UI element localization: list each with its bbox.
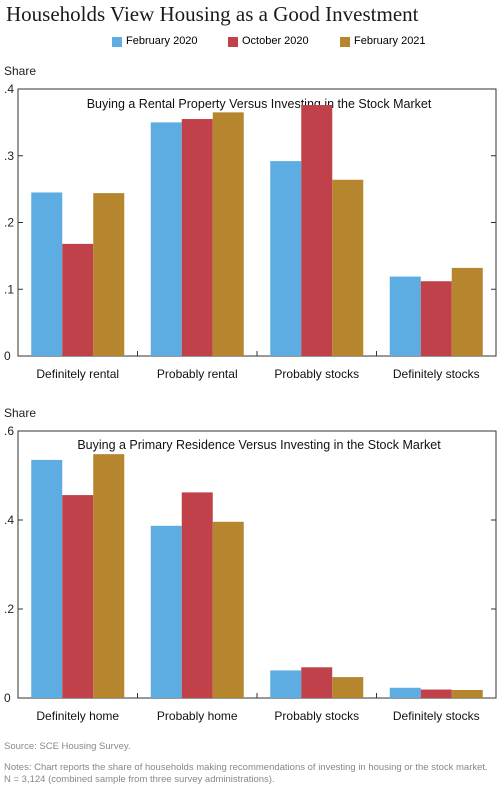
y-tick-label: .2 [4, 602, 14, 616]
bar [181, 119, 213, 356]
bar [181, 492, 213, 698]
legend-swatch [340, 37, 350, 47]
bar [389, 687, 421, 698]
bar [451, 267, 483, 356]
bar [31, 459, 63, 698]
bar [270, 670, 302, 698]
bar [451, 689, 483, 698]
source-note: Source: SCE Housing Survey. [4, 741, 131, 752]
y-tick-label: 0 [4, 691, 11, 705]
y-tick-label: .3 [4, 149, 14, 163]
y-tick-label: .4 [4, 82, 14, 96]
x-tick-label: Definitely stocks [393, 367, 480, 381]
y-tick-label: .2 [4, 216, 14, 230]
legend: February 2020 October 2020 February 2021 [0, 34, 500, 50]
bar [212, 112, 244, 356]
chart-title: Households View Housing as a Good Invest… [6, 2, 419, 26]
bar [301, 105, 333, 357]
y-axis-label-top: Share [4, 64, 37, 78]
bar [31, 192, 63, 356]
bar [389, 276, 421, 356]
bar [420, 281, 452, 356]
bar [301, 667, 333, 698]
bar [93, 454, 125, 698]
x-tick-label: Probably stocks [274, 367, 359, 381]
panel-title-residence: Buying a Primary Residence Versus Invest… [77, 438, 441, 452]
bar [62, 495, 94, 698]
notes-text: Notes: Chart reports the share of househ… [4, 762, 488, 785]
y-tick-label: .4 [4, 513, 14, 527]
legend-label: February 2021 [354, 35, 426, 47]
y-tick-label: .6 [4, 424, 14, 438]
x-tick-label: Definitely stocks [393, 709, 480, 723]
legend-swatch [112, 37, 122, 47]
bar [270, 161, 302, 356]
x-tick-label: Definitely rental [36, 367, 119, 381]
bar [332, 677, 364, 698]
legend-swatch [228, 37, 238, 47]
bar [150, 525, 182, 698]
bar [62, 243, 94, 356]
legend-label: February 2020 [126, 35, 198, 47]
bar [93, 193, 125, 356]
bar-charts: .4 .3 .2 .1 0 Definitely rental Probably renta… [4, 82, 497, 723]
y-tick-label: .1 [4, 282, 14, 296]
y-axis-label-bottom: Share [4, 406, 37, 420]
y-tick-label: 0 [4, 349, 11, 363]
x-tick-label: Definitely home [36, 709, 119, 723]
panel-title-rental: Buying a Rental Property Versus Investin… [86, 97, 432, 111]
bar [212, 521, 244, 698]
legend-label: October 2020 [242, 35, 309, 47]
x-tick-label: Probably home [157, 709, 238, 723]
bar [420, 689, 452, 698]
x-tick-label: Probably stocks [274, 709, 359, 723]
bar [150, 122, 182, 356]
bar [332, 179, 364, 356]
x-tick-label: Probably rental [157, 367, 238, 381]
